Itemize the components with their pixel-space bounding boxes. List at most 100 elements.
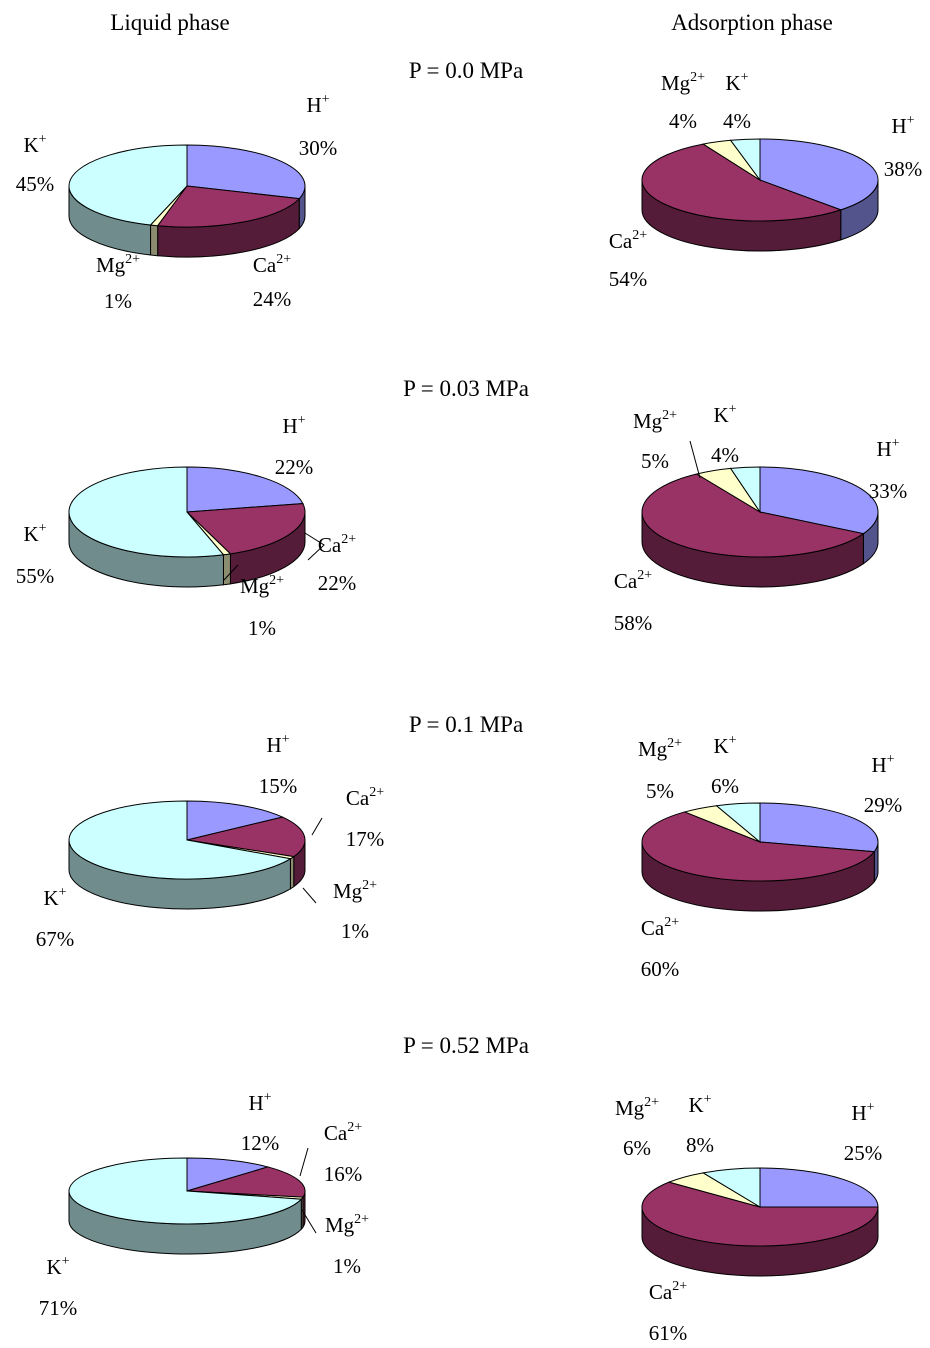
adsorption-pct-k-3: 8% <box>686 1133 714 1157</box>
adsorption-slice-h-2 <box>759 802 879 853</box>
liquid-slice-h-3 <box>186 1157 270 1192</box>
adsorption-label-k-3: K+ <box>688 1092 711 1117</box>
adsorption-pct-k-0: 4% <box>723 109 751 133</box>
liquid-slice-h-1 <box>186 466 304 513</box>
adsorption-pct-ca-0: 54% <box>609 267 648 291</box>
adsorption-slice-k-3 <box>701 1167 761 1208</box>
adsorption-slice-k-0 <box>729 138 761 182</box>
liquid-slice-ca-2 <box>186 816 306 858</box>
liquid-leader-ca-3 <box>299 1147 309 1177</box>
liquid-leader-ca-2 <box>311 817 323 836</box>
liquid-slice-h-0 <box>186 144 306 200</box>
liquid-pct-h-1: 22% <box>275 455 314 479</box>
liquid-slice-k-3 <box>68 1157 303 1225</box>
adsorption-pct-h-2: 29% <box>864 793 903 817</box>
liquid-pct-ca-1: 22% <box>318 571 357 595</box>
adsorption-pct-h-3: 25% <box>844 1141 883 1165</box>
liquid-phase-header: Liquid phase <box>110 10 229 35</box>
adsorption-slice-h-0 <box>759 138 879 211</box>
adsorption-pct-mg-2: 5% <box>646 779 674 803</box>
adsorption-pct-h-1: 33% <box>869 479 908 503</box>
liquid-label-ca-0: Ca2+ <box>253 252 291 277</box>
pressure-title-2: P = 0.1 MPa <box>409 712 523 737</box>
adsorption-slice-ca-3 <box>641 1181 879 1247</box>
adsorption-label-ca-2: Ca2+ <box>641 915 679 940</box>
adsorption-label-h-0: H+ <box>891 113 914 138</box>
adsorption-slice-ca-1 <box>641 473 865 558</box>
adsorption-slice-h-3 <box>759 1167 879 1208</box>
pressure-title-0: P = 0.0 MPa <box>409 58 523 83</box>
adsorption-label-h-1: H+ <box>876 436 899 461</box>
adsorption-label-h-2: H+ <box>871 752 894 777</box>
liquid-pct-ca-2: 17% <box>346 827 385 851</box>
pressure-title-3: P = 0.52 MPa <box>403 1033 529 1058</box>
adsorption-pct-mg-3: 6% <box>623 1136 651 1160</box>
adsorption-slice-h-1 <box>759 466 879 535</box>
adsorption-label-k-2: K+ <box>713 733 736 758</box>
liquid-leader-ca-1 <box>304 532 325 561</box>
liquid-label-h-2: H+ <box>266 732 289 757</box>
adsorption-label-k-0: K+ <box>725 70 748 95</box>
adsorption-pie-3: H+ 25% Ca2+ 61% Mg2+ 6% K+ 8% <box>615 1092 883 1345</box>
liquid-pct-mg-1: 1% <box>248 616 276 640</box>
adsorption-label-mg-1: Mg2+ <box>633 408 677 433</box>
liquid-leader-mg-2 <box>302 887 317 904</box>
liquid-pct-ca-0: 24% <box>253 287 292 311</box>
liquid-pct-k-0: 45% <box>16 172 55 196</box>
adsorption-label-k-1: K+ <box>713 402 736 427</box>
adsorption-pct-mg-1: 5% <box>641 449 669 473</box>
liquid-pct-k-2: 67% <box>36 927 75 951</box>
adsorption-pct-ca-1: 58% <box>614 611 653 635</box>
liquid-label-mg-2: Mg2+ <box>333 878 377 903</box>
liquid-pie-1: H+ 22% Ca2+ 22% Mg2+ 1% K+ 55% <box>16 413 357 640</box>
adsorption-pie-0: H+ 38% Ca2+ 54% Mg2+ 4% K+ 4% <box>609 70 923 291</box>
liquid-label-mg-3: Mg2+ <box>325 1212 369 1237</box>
adsorption-label-ca-3: Ca2+ <box>649 1279 687 1304</box>
adsorption-label-mg-3: Mg2+ <box>615 1095 659 1120</box>
liquid-label-mg-0: Mg2+ <box>96 252 140 277</box>
liquid-leader-mg-3 <box>301 1209 317 1234</box>
liquid-pct-mg-3: 1% <box>333 1254 361 1278</box>
liquid-pct-h-0: 30% <box>299 136 338 160</box>
liquid-slice-ca-1 <box>185 503 306 555</box>
liquid-label-k-1: K+ <box>23 521 46 546</box>
adsorption-pct-ca-3: 61% <box>649 1321 688 1343</box>
liquid-label-k-3: K+ <box>46 1254 69 1279</box>
adsorption-pct-k-1: 4% <box>711 443 739 467</box>
liquid-label-mg-1: Mg2+ <box>240 573 284 598</box>
adsorption-pct-h-0: 38% <box>884 157 923 181</box>
liquid-label-k-2: K+ <box>43 885 66 910</box>
pressure-title-1: P = 0.03 MPa <box>403 376 529 401</box>
liquid-slice-k-0 <box>68 144 188 226</box>
adsorption-label-mg-0: Mg2+ <box>661 70 705 95</box>
adsorption-label-ca-1: Ca2+ <box>614 568 652 593</box>
adsorption-slice-k-2 <box>715 802 761 844</box>
adsorption-label-h-3: H+ <box>851 1100 874 1125</box>
liquid-label-k-0: K+ <box>23 132 46 157</box>
liquid-slice-k-1 <box>68 466 225 558</box>
adsorption-slice-ca-0 <box>641 143 843 222</box>
adsorption-leader-mg-1 <box>689 440 701 479</box>
liquid-pct-ca-3: 16% <box>324 1162 363 1186</box>
liquid-label-h-3: H+ <box>248 1090 271 1115</box>
liquid-label-h-0: H+ <box>306 92 329 117</box>
liquid-pie-2: H+ 15% Ca2+ 17% Mg2+ 1% K+ 67% <box>36 732 385 951</box>
liquid-slice-h-2 <box>186 800 284 841</box>
adsorption-pct-mg-0: 4% <box>669 109 697 133</box>
liquid-pct-k-1: 55% <box>16 564 55 588</box>
liquid-slice-ca-3 <box>186 1166 306 1198</box>
liquid-pct-k-3: 71% <box>39 1296 78 1320</box>
adsorption-pct-ca-2: 60% <box>641 957 680 981</box>
liquid-pct-mg-0: 1% <box>104 289 132 313</box>
adsorption-pct-k-2: 6% <box>711 774 739 798</box>
liquid-label-ca-1: Ca2+ <box>318 532 356 557</box>
liquid-pie-3: H+ 12% Ca2+ 16% Mg2+ 1% K+ 71% <box>39 1090 369 1320</box>
liquid-side-mg-2 <box>289 855 295 890</box>
adsorption-slice-ca-2 <box>641 811 876 882</box>
adsorption-label-ca-0: Ca2+ <box>609 228 647 253</box>
adsorption-pie-1: H+ 33% Ca2+ 58% Mg2+ 5% K+ 4% <box>614 402 908 635</box>
adsorption-slice-k-1 <box>729 466 761 514</box>
adsorption-label-mg-2: Mg2+ <box>638 736 682 761</box>
